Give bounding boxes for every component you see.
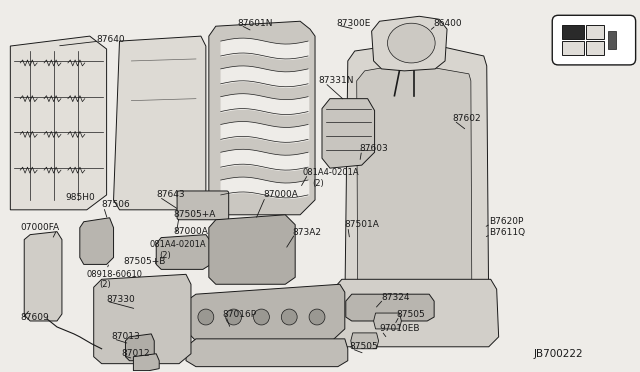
Text: 87609: 87609 bbox=[20, 312, 49, 321]
Polygon shape bbox=[24, 232, 62, 321]
Text: B7620P: B7620P bbox=[489, 217, 523, 226]
Circle shape bbox=[226, 309, 241, 325]
Text: 87012: 87012 bbox=[122, 349, 150, 358]
Text: 081A4-0201A: 081A4-0201A bbox=[149, 240, 206, 249]
Polygon shape bbox=[125, 334, 154, 361]
Text: 87603: 87603 bbox=[360, 144, 388, 153]
Circle shape bbox=[309, 309, 325, 325]
Circle shape bbox=[253, 309, 269, 325]
Bar bbox=[562, 41, 584, 55]
Text: (2): (2) bbox=[100, 280, 111, 289]
Polygon shape bbox=[93, 274, 191, 364]
Text: 87506: 87506 bbox=[102, 201, 131, 209]
Text: B7611Q: B7611Q bbox=[489, 228, 525, 237]
Text: 87501A: 87501A bbox=[345, 220, 380, 229]
Text: 87505+B: 87505+B bbox=[124, 257, 166, 266]
Text: 87602: 87602 bbox=[452, 114, 481, 123]
Polygon shape bbox=[356, 64, 472, 312]
Text: 97010EB: 97010EB bbox=[380, 324, 420, 333]
Polygon shape bbox=[372, 16, 447, 71]
Text: 87013: 87013 bbox=[111, 332, 140, 341]
Text: (2): (2) bbox=[312, 179, 324, 187]
Polygon shape bbox=[156, 235, 211, 269]
Text: 87601N: 87601N bbox=[237, 19, 273, 28]
Ellipse shape bbox=[387, 23, 435, 63]
Polygon shape bbox=[186, 339, 348, 367]
Text: 87300E: 87300E bbox=[336, 19, 371, 28]
FancyBboxPatch shape bbox=[177, 191, 228, 220]
Text: 87000A: 87000A bbox=[264, 190, 298, 199]
Polygon shape bbox=[113, 36, 206, 210]
Text: 87331N: 87331N bbox=[318, 76, 353, 85]
Bar bbox=[586, 25, 604, 39]
Text: 87505: 87505 bbox=[396, 310, 425, 318]
Text: 87505: 87505 bbox=[350, 342, 378, 351]
Text: 87000A: 87000A bbox=[173, 227, 208, 236]
FancyBboxPatch shape bbox=[552, 15, 636, 65]
Polygon shape bbox=[345, 43, 489, 329]
Text: 873A2: 873A2 bbox=[292, 228, 321, 237]
Bar bbox=[586, 41, 604, 55]
Polygon shape bbox=[133, 354, 159, 371]
Text: 985H0: 985H0 bbox=[65, 193, 95, 202]
Text: 08918-60610: 08918-60610 bbox=[87, 270, 143, 279]
Polygon shape bbox=[80, 218, 113, 264]
Polygon shape bbox=[332, 279, 499, 347]
Polygon shape bbox=[209, 21, 315, 215]
Text: 081A4-0201A: 081A4-0201A bbox=[302, 168, 359, 177]
Text: 07000FA: 07000FA bbox=[20, 223, 60, 232]
Text: 87640: 87640 bbox=[97, 35, 125, 44]
Text: JB700222: JB700222 bbox=[533, 349, 583, 359]
Text: 87330: 87330 bbox=[107, 295, 135, 304]
Text: 86400: 86400 bbox=[433, 19, 462, 28]
Text: 87505+A: 87505+A bbox=[173, 210, 216, 219]
Polygon shape bbox=[322, 99, 374, 168]
Polygon shape bbox=[209, 215, 295, 284]
Polygon shape bbox=[374, 313, 401, 329]
Text: (2): (2) bbox=[159, 251, 171, 260]
Circle shape bbox=[282, 309, 297, 325]
Circle shape bbox=[198, 309, 214, 325]
Polygon shape bbox=[189, 284, 345, 341]
Text: 87643: 87643 bbox=[156, 190, 185, 199]
Bar bbox=[562, 25, 584, 39]
Polygon shape bbox=[10, 36, 107, 210]
Bar bbox=[608, 31, 616, 49]
Polygon shape bbox=[351, 333, 378, 349]
Text: 87324: 87324 bbox=[381, 293, 410, 302]
Text: 87016P: 87016P bbox=[223, 310, 257, 318]
Polygon shape bbox=[346, 294, 434, 321]
